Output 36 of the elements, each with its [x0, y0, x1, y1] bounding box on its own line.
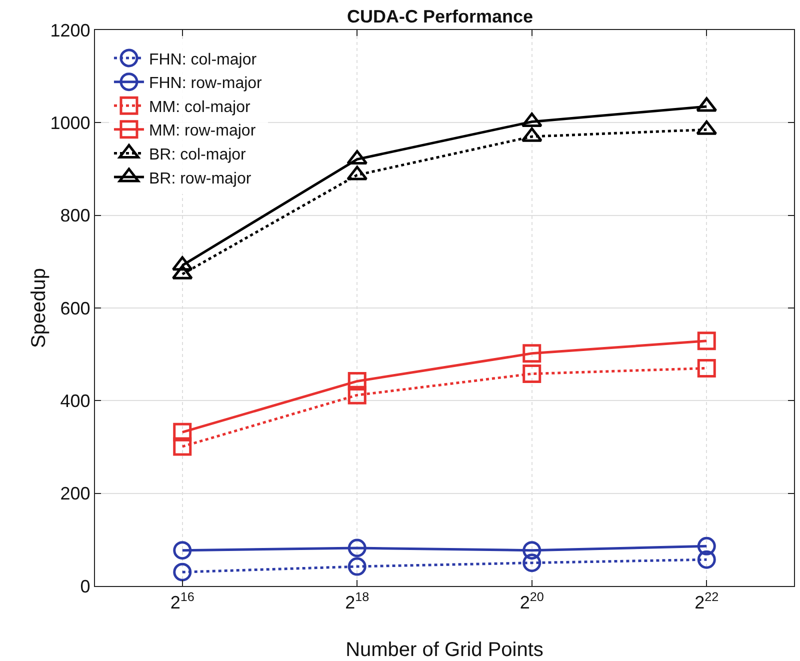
- point: [522, 364, 542, 384]
- y-tick-label: 1200: [50, 20, 90, 40]
- legend-label: FHN: col-major: [148, 51, 258, 68]
- point: [697, 536, 716, 556]
- legend-label: BR: row-major: [148, 170, 252, 188]
- point: [173, 422, 192, 442]
- point: [173, 541, 192, 560]
- point: [697, 358, 716, 378]
- y-tick-label: 0: [80, 576, 90, 596]
- y-tick-label: 600: [60, 298, 90, 318]
- x-tick-label: 2$^{22}$: [694, 590, 719, 613]
- point: [348, 557, 366, 576]
- y-axis-title: Speedup: [28, 268, 50, 348]
- x-axis-title: Number of Grid Points: [346, 639, 544, 661]
- legend-label: BR: col-major: [148, 146, 247, 164]
- y-tick-label: 200: [60, 484, 90, 504]
- legend-label: MM: row-major: [148, 122, 256, 140]
- point: [173, 562, 192, 582]
- legend-label: FHN: row-major: [148, 75, 263, 92]
- point: [697, 550, 716, 569]
- chart-title: CUDA-C Performance: [346, 6, 534, 27]
- point: [348, 372, 366, 390]
- x-tick-label: 2$^{16}$: [170, 590, 194, 613]
- point: [173, 437, 192, 456]
- point: [348, 386, 366, 404]
- point: [522, 344, 542, 363]
- point: [348, 538, 366, 558]
- y-tick-label: 800: [60, 206, 90, 226]
- y-tick-label: 1000: [50, 112, 90, 133]
- x-tick-label: 2$^{18}$: [345, 590, 370, 613]
- x-tick-label: 2$^{20}$: [520, 590, 544, 613]
- point: [522, 554, 542, 572]
- legend-label: MM: col-major: [148, 98, 251, 116]
- y-tick-label: 400: [60, 390, 90, 411]
- point: [522, 541, 542, 560]
- point: [697, 332, 716, 350]
